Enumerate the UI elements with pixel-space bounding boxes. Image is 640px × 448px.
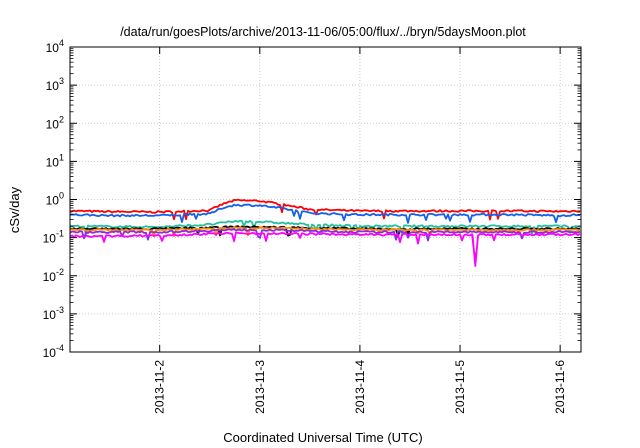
y-tick-label: 102 bbox=[46, 114, 64, 131]
x-tick-label: 2013-11-5 bbox=[453, 360, 467, 414]
y-tick-label: 10-1 bbox=[43, 229, 64, 246]
grid bbox=[70, 47, 581, 352]
x-tick-label: 2013-11-4 bbox=[353, 360, 367, 414]
x-tick-label: 2013-11-2 bbox=[153, 360, 167, 414]
x-tick-label: 2013-11-6 bbox=[553, 360, 567, 414]
series-line-7 bbox=[69, 231, 581, 267]
series-lines bbox=[69, 198, 581, 267]
x-tick-labels: 2013-11-2 2013-11-3 2013-11-4 2013-11-5 2013… bbox=[153, 360, 567, 414]
y-tick-label: 104 bbox=[46, 38, 64, 55]
y-tick-label: 10-3 bbox=[43, 305, 64, 322]
y-axis-label: cSv/day bbox=[7, 186, 22, 233]
series-line-2 bbox=[69, 203, 581, 224]
series-line-3 bbox=[69, 219, 581, 237]
y-tick-label: 10-4 bbox=[43, 343, 64, 360]
y-tick-label: 10-2 bbox=[43, 267, 64, 284]
y-tick-label: 100 bbox=[46, 191, 64, 208]
series-line-1 bbox=[69, 198, 581, 221]
y-tick-labels: 10-4 10-3 10-2 10-1 100 101 102 103 104 bbox=[43, 38, 64, 360]
x-axis-label: Coordinated Universal Time (UTC) bbox=[223, 430, 422, 445]
x-tick-label: 2013-11-3 bbox=[253, 360, 267, 414]
y-tick-label: 101 bbox=[46, 152, 64, 169]
axis-ticks bbox=[70, 46, 581, 353]
y-tick-label: 103 bbox=[46, 76, 64, 93]
chart-title: /data/run/goesPlots/archive/2013-11-06/0… bbox=[120, 25, 526, 39]
series-line-6 bbox=[69, 228, 581, 242]
